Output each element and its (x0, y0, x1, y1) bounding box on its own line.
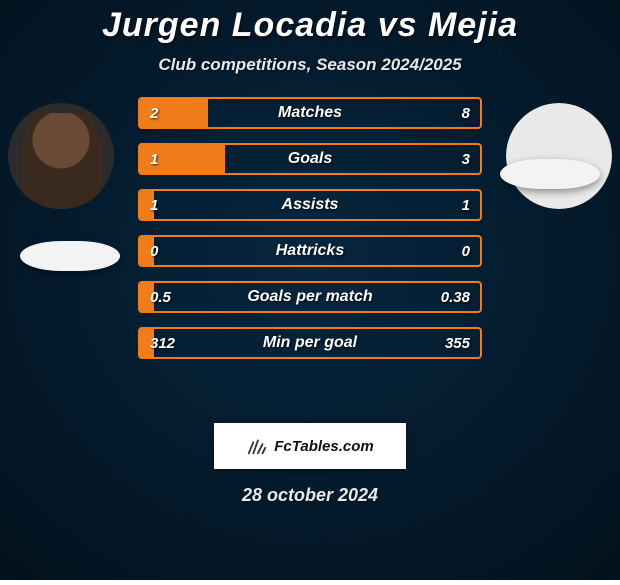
stat-row: 0Hattricks0 (138, 235, 482, 267)
comparison-arena: 2Matches81Goals31Assists10Hattricks00.5G… (0, 103, 620, 403)
stat-value-right: 0 (452, 237, 480, 265)
stat-value-right: 355 (435, 329, 480, 357)
stat-value-right: 3 (452, 145, 480, 173)
stat-fill-left (140, 191, 154, 219)
stat-bars: 2Matches8 1Goals3 1Assists1 0Hattricks0 0.5G… (138, 97, 482, 359)
player-left-silhouette-icon (21, 113, 101, 209)
stat-label: Goals per match (140, 283, 480, 311)
player-left-avatar (8, 103, 114, 209)
stat-fill-left (140, 237, 154, 265)
subtitle: Club competitions, Season 2024/2025 (0, 55, 620, 75)
stat-value-right: 1 (452, 191, 480, 219)
stat-fill-left (140, 145, 225, 173)
stat-label: Min per goal (140, 329, 480, 357)
stat-row: 312Min per goal355 (138, 327, 482, 359)
stat-row: 2Matches8 (138, 97, 482, 129)
stat-value-right: 0.38 (431, 283, 480, 311)
stat-fill-left (140, 99, 208, 127)
player-right-flag (500, 159, 600, 189)
player-right-avatar (506, 103, 612, 209)
fctables-logo-icon (246, 435, 268, 457)
player-left-flag (20, 241, 120, 271)
source-badge-text: FcTables.com (274, 438, 373, 455)
source-badge: FcTables.com (214, 423, 406, 469)
stat-row: 1Goals3 (138, 143, 482, 175)
stat-row: 1Assists1 (138, 189, 482, 221)
stat-row: 0.5Goals per match0.38 (138, 281, 482, 313)
date-caption: 28 october 2024 (0, 485, 620, 506)
stat-label: Hattricks (140, 237, 480, 265)
stat-label: Assists (140, 191, 480, 219)
stat-fill-left (140, 283, 154, 311)
stat-value-right: 8 (452, 99, 480, 127)
stat-fill-left (140, 329, 154, 357)
page-title: Jurgen Locadia vs Mejia (0, 0, 620, 45)
